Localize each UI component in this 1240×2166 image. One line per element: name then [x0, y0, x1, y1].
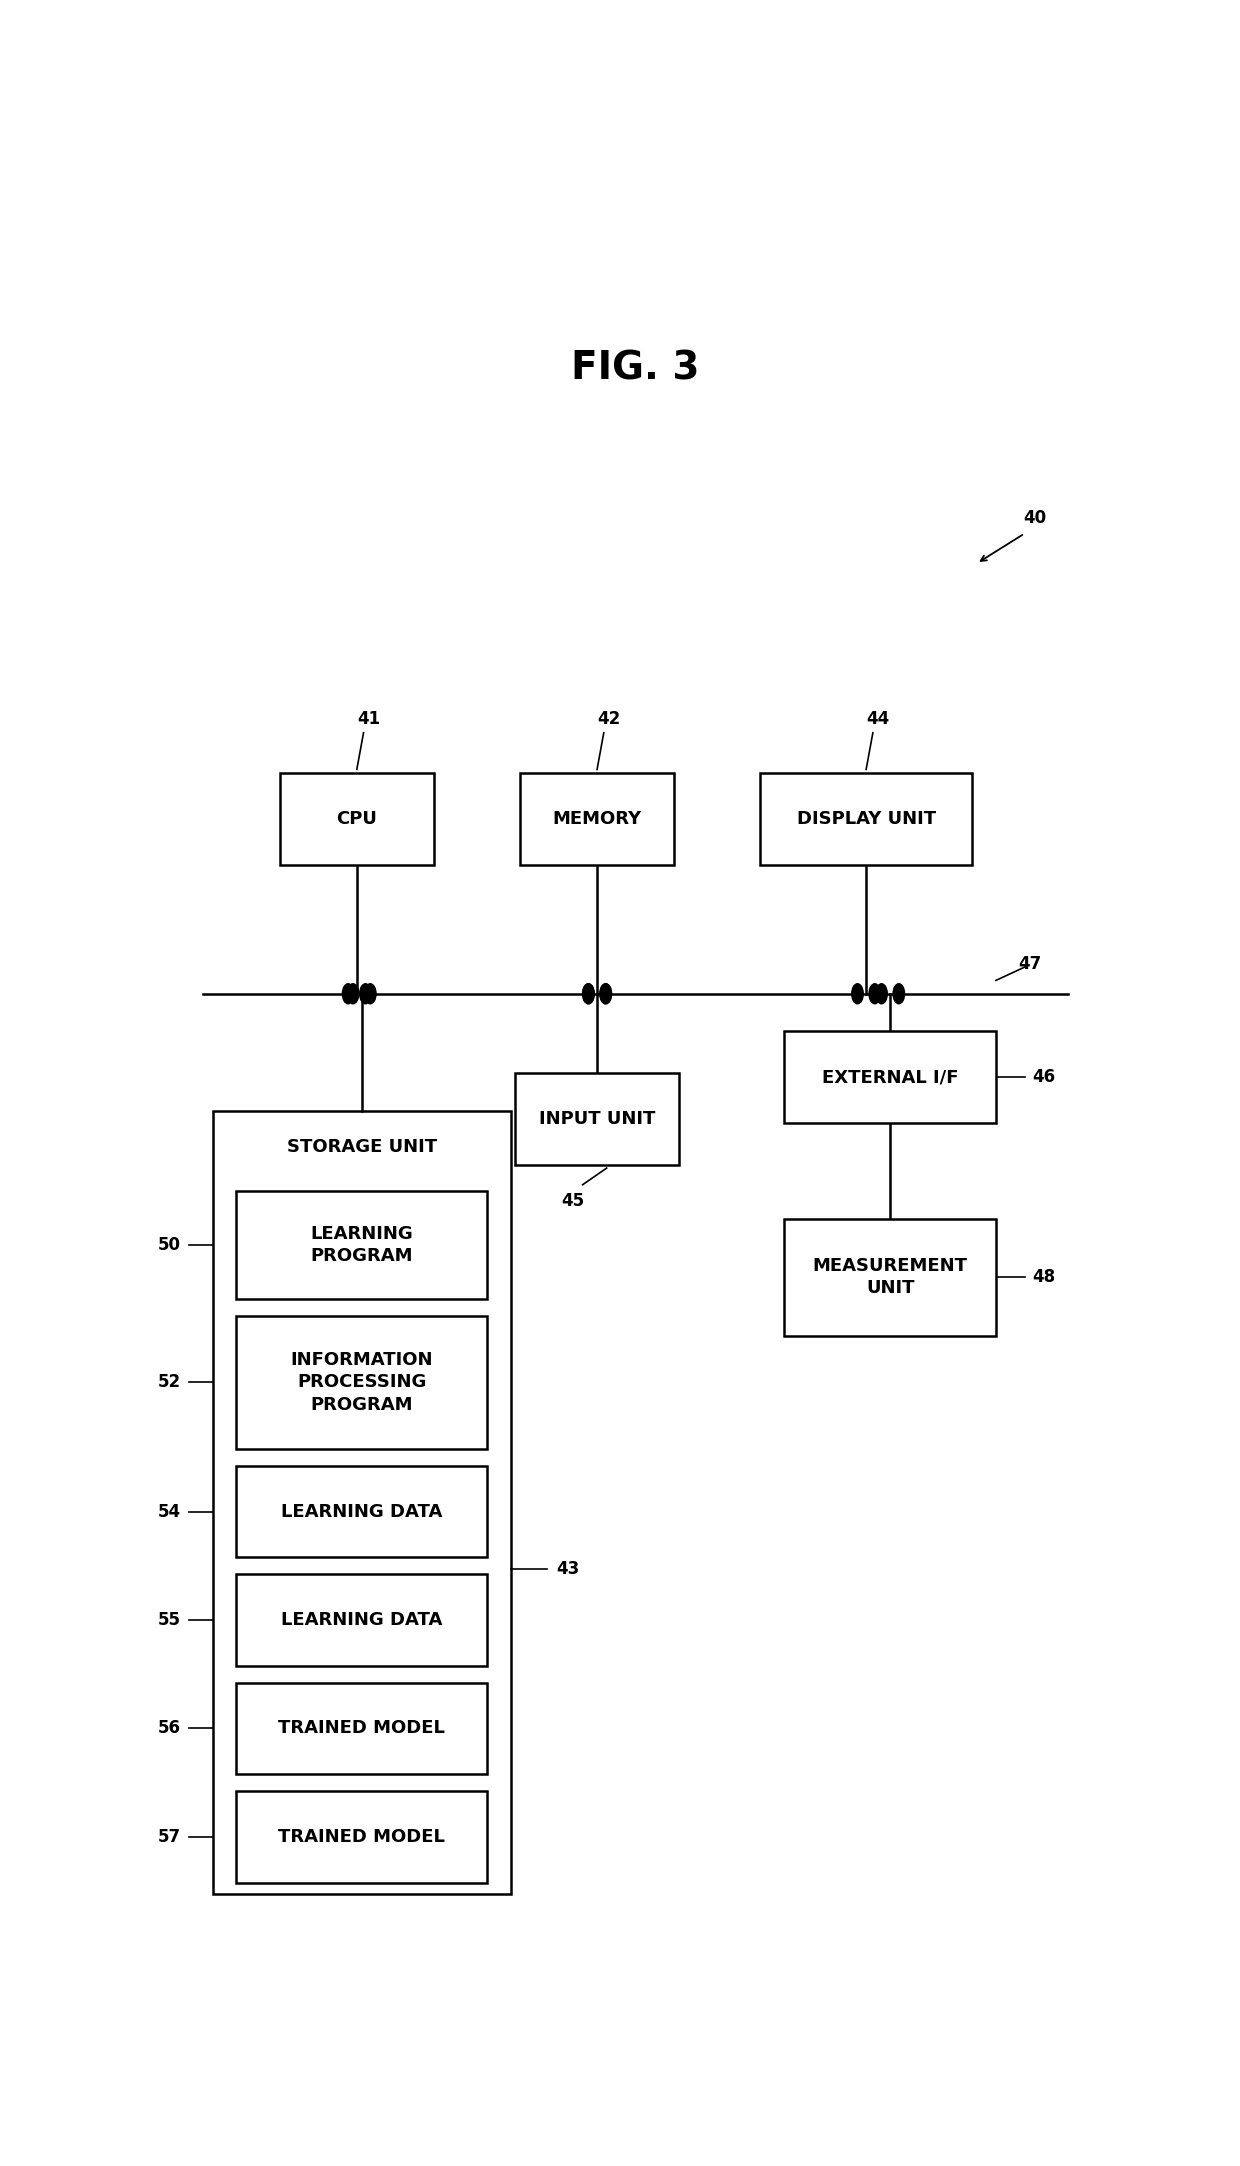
Text: 57: 57	[157, 1828, 181, 1845]
Text: 43: 43	[557, 1560, 580, 1579]
FancyBboxPatch shape	[516, 1072, 678, 1165]
FancyBboxPatch shape	[237, 1466, 487, 1557]
FancyBboxPatch shape	[785, 1219, 996, 1336]
Circle shape	[869, 983, 880, 1003]
Text: LEARNING DATA: LEARNING DATA	[281, 1503, 443, 1521]
FancyBboxPatch shape	[280, 773, 434, 864]
Text: EXTERNAL I/F: EXTERNAL I/F	[822, 1068, 959, 1085]
Circle shape	[365, 983, 376, 1003]
Text: FIG. 3: FIG. 3	[572, 349, 699, 388]
Circle shape	[342, 983, 353, 1003]
Text: 44: 44	[866, 710, 889, 728]
FancyBboxPatch shape	[785, 1031, 996, 1122]
Text: MEMORY: MEMORY	[553, 810, 641, 827]
Text: DISPLAY UNIT: DISPLAY UNIT	[796, 810, 936, 827]
FancyBboxPatch shape	[237, 1191, 487, 1300]
Text: MEASUREMENT
UNIT: MEASUREMENT UNIT	[812, 1256, 967, 1297]
Text: 55: 55	[157, 1612, 181, 1629]
Text: 47: 47	[1018, 955, 1042, 973]
FancyBboxPatch shape	[237, 1315, 487, 1449]
Text: TRAINED MODEL: TRAINED MODEL	[278, 1828, 445, 1845]
Text: 54: 54	[157, 1503, 181, 1521]
Circle shape	[583, 983, 594, 1003]
Text: LEARNING DATA: LEARNING DATA	[281, 1612, 443, 1629]
Circle shape	[347, 983, 358, 1003]
Circle shape	[600, 983, 611, 1003]
Circle shape	[893, 983, 904, 1003]
Circle shape	[852, 983, 863, 1003]
Circle shape	[875, 983, 888, 1003]
Circle shape	[600, 983, 611, 1003]
FancyBboxPatch shape	[521, 773, 675, 864]
Text: 56: 56	[157, 1720, 181, 1737]
Text: 52: 52	[157, 1373, 181, 1391]
FancyBboxPatch shape	[237, 1575, 487, 1666]
Text: 46: 46	[1033, 1068, 1055, 1085]
Circle shape	[583, 983, 594, 1003]
Text: 45: 45	[562, 1193, 584, 1211]
Text: STORAGE UNIT: STORAGE UNIT	[286, 1137, 436, 1157]
FancyBboxPatch shape	[237, 1683, 487, 1774]
Text: 40: 40	[1023, 509, 1045, 529]
Text: 42: 42	[596, 710, 620, 728]
FancyBboxPatch shape	[213, 1111, 511, 1895]
Text: LEARNING
PROGRAM: LEARNING PROGRAM	[310, 1224, 413, 1265]
Text: 48: 48	[1033, 1269, 1055, 1287]
FancyBboxPatch shape	[237, 1791, 487, 1882]
Text: TRAINED MODEL: TRAINED MODEL	[278, 1720, 445, 1737]
Text: 41: 41	[357, 710, 379, 728]
Text: INPUT UNIT: INPUT UNIT	[539, 1109, 655, 1128]
Text: CPU: CPU	[336, 810, 377, 827]
FancyBboxPatch shape	[760, 773, 972, 864]
Text: 50: 50	[157, 1237, 181, 1254]
Circle shape	[360, 983, 371, 1003]
Text: INFORMATION
PROCESSING
PROGRAM: INFORMATION PROCESSING PROGRAM	[290, 1352, 433, 1414]
